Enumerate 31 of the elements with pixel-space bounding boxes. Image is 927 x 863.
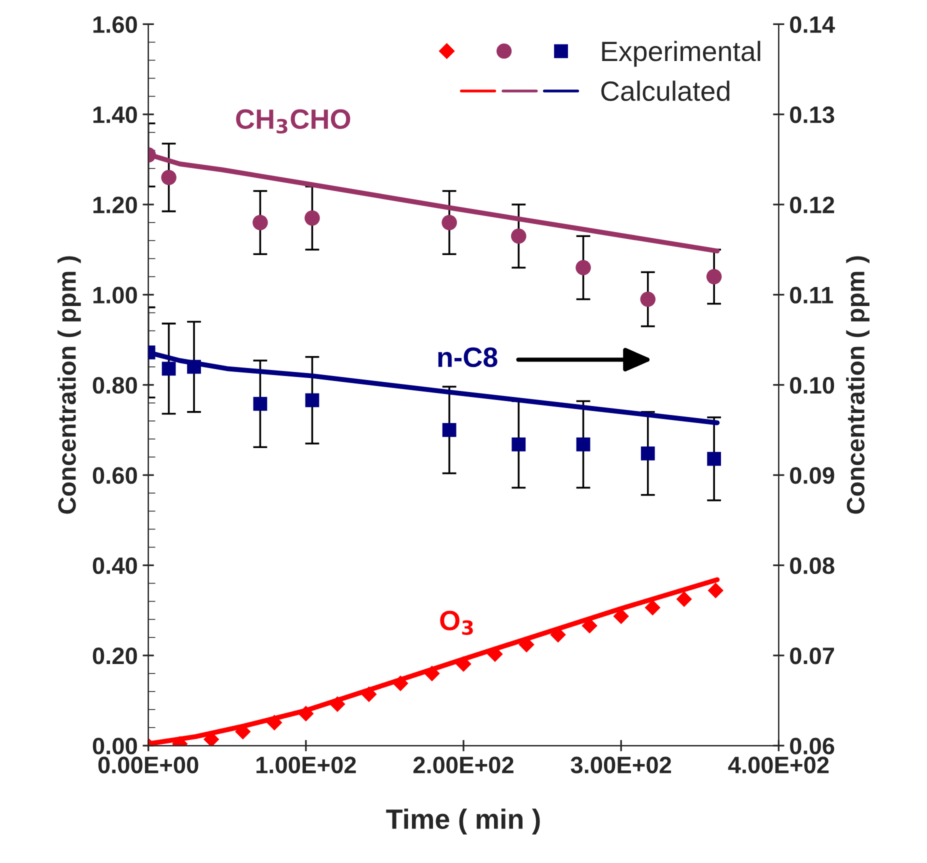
y2-tick-label: 0.12 (790, 196, 834, 214)
y-tick-label: 1.40 (93, 106, 137, 124)
y2-tick-label: 0.06 (790, 738, 834, 754)
y2-tick-label: 0.10 (790, 376, 834, 394)
y-tick-label: 0.40 (92, 557, 137, 574)
annotation: n-C8 (438, 347, 498, 368)
x-tick-label: 3.00E+02 (570, 756, 672, 774)
y2-tick-label: 0.11 (790, 286, 834, 304)
y-tick-label: 0.00 (92, 738, 137, 754)
y2-tick-label: 0.14 (790, 16, 835, 33)
y-tick-label: 1.20 (93, 196, 137, 214)
y2-tick-label: 0.07 (790, 648, 834, 664)
annotation: CH$_{3}$CHO (236, 109, 350, 134)
y-tick-label: 0.20 (92, 648, 137, 664)
y2-axis-title: Concentration ( ppm ) (846, 256, 870, 514)
y-tick-label: 0.80 (92, 376, 137, 394)
y-tick-label: 0.60 (92, 467, 137, 484)
x-tick-label: 4.00E+02 (728, 756, 829, 774)
legend-label: Calculated (601, 80, 730, 102)
x-tick-label: 2.00E+02 (413, 756, 514, 774)
y2-tick-label: 0.09 (790, 467, 834, 484)
annotation: O$_{3}$ (440, 610, 473, 635)
y-axis-title: Concentration ( ppm ) (58, 256, 81, 514)
legend-label: Experimental (602, 40, 760, 67)
x-tick-label: 0.00E+00 (98, 756, 198, 774)
y-tick-label: 1.60 (93, 16, 137, 33)
y-tick-label: 1.00 (93, 286, 137, 304)
x-axis-title: Time ( min ) (386, 808, 540, 835)
x-tick-label: 1.00E+02 (256, 756, 356, 774)
y2-tick-label: 0.13 (790, 106, 834, 124)
y2-tick-label: 0.08 (790, 557, 834, 574)
